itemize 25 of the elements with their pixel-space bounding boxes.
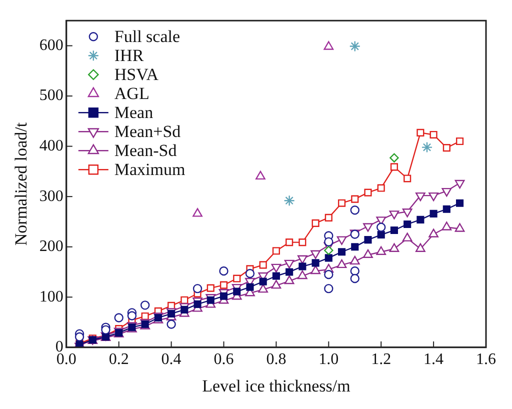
x-tick-label: 1.0 <box>318 351 339 368</box>
legend-label: IHR <box>114 46 144 66</box>
x-tick-label: 0.0 <box>56 351 76 368</box>
y-tick-label: 200 <box>39 238 64 256</box>
legend-label: Maximum <box>114 160 186 180</box>
y-tick-label: 300 <box>39 188 64 205</box>
x-tick-label: 0.2 <box>108 351 129 368</box>
x-tick-label: 1.2 <box>371 351 392 368</box>
x-tick-label: 1.6 <box>476 351 496 368</box>
y-axis-title: Normalized load/t <box>12 122 31 246</box>
y-tick-label: 600 <box>39 36 64 54</box>
legend-label: Mean+Sd <box>114 122 182 142</box>
y-tick-label: 500 <box>39 87 64 104</box>
legend-label: AGL <box>114 84 150 104</box>
legend-label: Mean <box>114 103 154 122</box>
x-tick-label: 0.4 <box>161 351 182 368</box>
x-tick-label: 1.4 <box>424 351 444 368</box>
x-tick-label: 0.6 <box>214 351 234 368</box>
y-tick-label: 400 <box>39 137 64 154</box>
legend-label: Mean-Sd <box>114 141 178 160</box>
legend-label: Full scale <box>114 27 180 46</box>
legend-label: HSVA <box>114 65 160 84</box>
x-tick-label: 0.8 <box>266 351 286 368</box>
x-axis-title: Level ice thickness/m <box>202 376 350 396</box>
y-tick-label: 100 <box>39 288 64 306</box>
